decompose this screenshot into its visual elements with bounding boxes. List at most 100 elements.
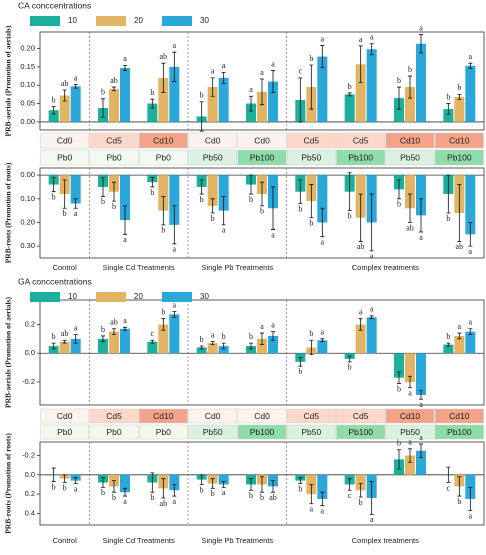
- bar: [169, 66, 180, 122]
- error-bar: [62, 474, 67, 483]
- group-label: Single Cd Treatments: [103, 263, 175, 272]
- error-bar: [62, 89, 67, 102]
- cd-cell-label: Cd10: [153, 411, 174, 421]
- bar: [355, 474, 366, 491]
- bar: [158, 77, 169, 122]
- error-bar: [320, 338, 325, 343]
- significance-letter: b: [101, 488, 105, 497]
- cd-cell-label: Cd0: [57, 411, 73, 421]
- significance-letter: a: [222, 226, 226, 235]
- pb-cell: [188, 424, 238, 440]
- cd-cell: [40, 408, 90, 424]
- error-bar: [199, 474, 204, 485]
- significance-letter: b: [150, 188, 154, 197]
- error-bar: [271, 70, 275, 93]
- error-bar: [112, 480, 116, 493]
- bar: [465, 175, 476, 235]
- significance-letter: a: [321, 328, 325, 337]
- legend-label: 20: [134, 292, 143, 301]
- error-bar: [51, 342, 56, 350]
- error-bar: [51, 467, 56, 482]
- y-tick-label: 0.10: [20, 194, 35, 203]
- error-bar: [419, 443, 423, 458]
- error-bar: [397, 371, 401, 384]
- error-bar: [221, 71, 226, 84]
- group-label: Complex treatments: [352, 536, 419, 545]
- legend-swatch: [162, 16, 192, 26]
- error-bar: [347, 355, 352, 363]
- pb-cell: [138, 424, 188, 440]
- error-bar: [112, 181, 116, 202]
- significance-letter: b: [112, 493, 116, 502]
- significance-letter: ab: [110, 318, 118, 327]
- bar: [257, 338, 267, 354]
- significance-letter: ab: [406, 223, 414, 232]
- error-bar: [123, 487, 127, 497]
- significance-letter: a: [173, 497, 177, 506]
- bar: [246, 346, 256, 354]
- bar: [207, 87, 218, 122]
- error-bar: [397, 179, 401, 200]
- bar: [70, 86, 81, 122]
- significance-letter: b: [260, 207, 264, 216]
- significance-letter: b: [211, 489, 215, 498]
- significance-letter: c: [299, 67, 303, 76]
- error-bar: [62, 179, 67, 209]
- error-bar: [260, 332, 264, 345]
- significance-letter: b: [200, 195, 204, 204]
- cd-cell: [138, 132, 188, 149]
- cd-cell-label: Cd5: [353, 411, 369, 421]
- significance-letter: a: [123, 235, 127, 244]
- significance-letter: a: [74, 209, 78, 218]
- error-bar: [123, 205, 127, 235]
- cd-cell-label: Cd10: [153, 135, 174, 145]
- error-bar: [298, 357, 303, 367]
- error-bar: [468, 62, 473, 69]
- pb-cell-label: Pb0: [106, 152, 121, 162]
- error-bar: [150, 472, 155, 493]
- error-bar: [397, 86, 401, 110]
- significance-letter: a: [370, 252, 374, 261]
- bar: [59, 95, 70, 122]
- significance-letter: a: [370, 305, 374, 314]
- bar: [366, 49, 377, 122]
- error-bar: [249, 342, 253, 350]
- cd-cell: [336, 132, 386, 149]
- legend-title: CA conccentrations: [18, 0, 91, 10]
- bar: [394, 353, 404, 378]
- bar: [218, 77, 229, 122]
- error-bar: [468, 486, 473, 511]
- error-bar: [468, 328, 473, 335]
- significance-letter: b: [161, 226, 165, 235]
- cd-cell-label: Cd10: [400, 411, 421, 421]
- legend-swatch: [162, 292, 192, 302]
- pb-cell: [336, 424, 386, 440]
- plot-frame: [39, 167, 485, 259]
- bar: [317, 340, 328, 354]
- error-bar: [320, 491, 325, 507]
- y-axis-label: PRB-aerials (Promotion of aerials): [4, 25, 13, 136]
- group-label: Control: [53, 263, 78, 272]
- legend-swatch: [96, 292, 126, 302]
- error-bar: [347, 478, 352, 491]
- error-bar: [446, 174, 451, 214]
- significance-letter: b: [52, 193, 56, 202]
- significance-letter: a: [408, 438, 412, 447]
- error-bar: [101, 335, 105, 343]
- error-bar: [172, 205, 177, 245]
- significance-letter: b: [298, 367, 302, 376]
- significance-letter: b: [397, 200, 401, 209]
- significance-letter: b: [457, 83, 461, 92]
- error-bar: [369, 481, 374, 515]
- significance-letter: a: [260, 322, 264, 331]
- pb-cell-label: Pb0: [156, 152, 171, 162]
- bar: [268, 81, 278, 122]
- bar: [98, 338, 108, 354]
- bar: [355, 324, 366, 354]
- legend-label: 30: [200, 16, 209, 25]
- pb-cell: [40, 424, 90, 440]
- pb-cell-label: Pb100: [447, 152, 472, 162]
- significance-letter: b: [446, 332, 450, 341]
- y-tick-label: 0.05: [20, 99, 35, 108]
- significance-letter: a: [211, 67, 215, 76]
